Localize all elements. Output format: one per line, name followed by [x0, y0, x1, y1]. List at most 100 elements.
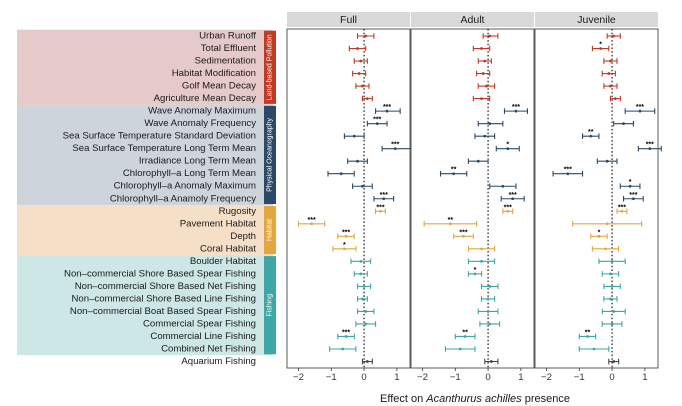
significance-label: *** — [391, 142, 399, 149]
estimate-point — [364, 34, 368, 38]
variable-label: Irradiance Long Term Mean — [139, 156, 256, 167]
estimate-point — [343, 247, 346, 251]
estimate-point — [610, 259, 614, 263]
estimate-point — [452, 172, 456, 176]
group-label-land-based-pollution: Land-based Pollution — [267, 34, 274, 100]
estimate-point — [628, 184, 632, 188]
significance-label: *** — [636, 104, 644, 111]
panel-strip-adult — [411, 12, 534, 27]
group-bar-fishing — [264, 256, 276, 355]
estimate-point — [357, 72, 361, 75]
estimate-point — [605, 159, 609, 163]
estimate-point — [610, 322, 614, 326]
estimate-point — [485, 84, 488, 88]
estimate-point — [483, 59, 487, 63]
group-band-habitat — [17, 205, 273, 256]
estimate-point — [489, 360, 493, 363]
x-tick-label: 1 — [642, 372, 647, 383]
variable-label: Wave Anomaly Maximum — [148, 106, 256, 117]
estimate-point — [609, 272, 612, 276]
estimate-point — [359, 259, 363, 263]
estimate-point — [481, 72, 485, 75]
estimate-point — [610, 285, 614, 288]
estimate-point — [458, 347, 462, 351]
group-band-land-based-pollution — [17, 29, 273, 105]
estimate-point — [620, 209, 624, 213]
significance-label: *** — [564, 167, 572, 174]
significance-label: *** — [342, 329, 350, 336]
variable-label: Total Effluent — [201, 43, 257, 54]
estimate-point — [589, 134, 593, 138]
estimate-point — [344, 234, 348, 238]
panel-title-full: Full — [340, 14, 357, 26]
variable-label: Pavement Habitat — [180, 218, 257, 229]
estimate-point — [622, 122, 625, 126]
estimate-point — [609, 297, 612, 301]
variable-label: Sea Surface Temperature Long Term Mean — [72, 143, 256, 154]
estimate-point — [607, 72, 611, 75]
x-tick-label: −2 — [293, 372, 304, 383]
estimate-point — [382, 197, 386, 201]
significance-label: ** — [585, 329, 591, 336]
variable-label: Chlorophyll–a Long Term Mean — [123, 168, 256, 179]
significance-label: ** — [462, 329, 468, 336]
estimate-point — [364, 322, 368, 326]
estimate-point — [365, 360, 369, 363]
estimate-point — [586, 335, 589, 338]
estimate-point — [361, 84, 364, 88]
group-label-fishing: Fishing — [267, 294, 274, 317]
significance-label: ** — [588, 129, 594, 136]
significance-label: *** — [383, 104, 391, 111]
variable-label: Non–commercial Shore Based Spear Fishing — [64, 268, 256, 279]
estimate-point — [488, 285, 492, 288]
x-tick-label: −1 — [450, 372, 461, 383]
estimate-point — [506, 147, 510, 151]
estimate-point — [480, 47, 483, 50]
variable-label: Agriculture Mean Decay — [154, 93, 257, 104]
estimate-point — [612, 34, 616, 38]
estimate-point — [365, 97, 369, 100]
significance-label: *** — [629, 192, 637, 199]
significance-label: * — [474, 267, 477, 274]
estimate-point — [359, 59, 363, 63]
estimate-point — [486, 310, 490, 313]
significance-label: *** — [308, 217, 316, 224]
estimate-point — [613, 97, 617, 100]
estimate-point — [514, 109, 518, 113]
group-band-physical-oceanography — [17, 104, 273, 206]
estimate-point — [609, 59, 612, 63]
panels-layer: Full−2 −1 0 1*************************Adult… — [286, 12, 662, 383]
group-label-habitat: Habitat — [267, 219, 274, 241]
estimate-point — [352, 134, 356, 138]
estimate-point — [488, 322, 492, 326]
variable-label: Habitat Modification — [172, 68, 256, 79]
x-tick-label: −2 — [417, 372, 428, 383]
x-tick-label: −2 — [541, 372, 552, 383]
variable-label: Non–commercial Boat Based Spear Fishing — [70, 306, 256, 317]
significance-label: * — [598, 229, 601, 236]
significance-label: * — [599, 42, 602, 49]
group-bar-physical-oceanography — [264, 105, 276, 205]
estimate-point — [480, 259, 483, 263]
significance-label: *** — [380, 192, 388, 199]
estimate-point — [341, 347, 345, 351]
significance-label: *** — [376, 204, 384, 211]
estimate-point — [501, 184, 505, 188]
panel-strip-juvenile — [535, 12, 658, 27]
x-tick-label: 1 — [518, 372, 523, 383]
variable-label: Sea Surface Temperature Standard Deviati… — [63, 131, 256, 142]
estimate-point — [605, 222, 609, 226]
variable-label: Sedimentation — [195, 56, 256, 67]
significance-label: *** — [646, 142, 654, 149]
variable-label: Urban Runoff — [199, 31, 256, 42]
panel-title-adult: Adult — [461, 14, 485, 26]
estimate-point — [480, 247, 483, 251]
significance-label: *** — [512, 104, 520, 111]
estimate-point — [599, 47, 602, 50]
estimate-point — [359, 272, 363, 276]
group-bar-land-based-pollution — [264, 30, 276, 104]
x-tick-label: −1 — [326, 372, 337, 383]
group-band-fishing — [17, 255, 273, 356]
